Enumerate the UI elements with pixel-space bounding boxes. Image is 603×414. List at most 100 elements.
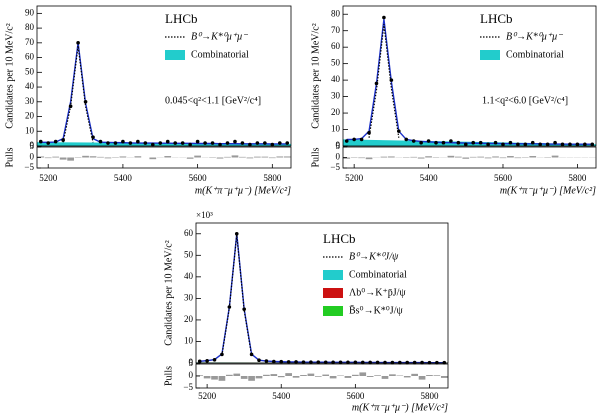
- pull-bar: [514, 157, 522, 159]
- legend-title: LHCb: [480, 11, 513, 26]
- pull-bar: [97, 156, 104, 158]
- x-tick-label: 5800: [420, 391, 439, 401]
- data-point: [143, 141, 148, 145]
- pull-bar: [344, 376, 352, 378]
- y-tick-label: 40: [184, 271, 194, 281]
- data-point: [158, 141, 163, 145]
- pull-bar: [277, 376, 285, 378]
- data-point: [61, 138, 65, 142]
- y-tick-label: 60: [25, 52, 35, 62]
- pull-bar: [37, 156, 45, 158]
- pull-bar: [352, 374, 359, 376]
- y-tick-label: 70: [331, 25, 341, 35]
- pull-bar: [194, 155, 201, 158]
- pull-bar: [233, 373, 241, 376]
- pull-bar: [119, 156, 127, 158]
- pull-tick-label: 5: [189, 358, 194, 368]
- data-point: [405, 360, 410, 365]
- pull-bar: [239, 156, 246, 158]
- legend-swatch: [323, 306, 343, 316]
- data-point: [456, 140, 461, 145]
- pull-bar: [447, 155, 455, 158]
- pull-bar: [307, 373, 315, 376]
- pull-tick-label: 0: [30, 152, 35, 162]
- y-tick-label: 70: [25, 37, 35, 47]
- data-point: [165, 139, 170, 144]
- data-point: [463, 142, 468, 147]
- plot-frame: [342, 5, 597, 147]
- x-tick-label: 5600: [346, 391, 365, 401]
- legend-label: Combinatorial: [191, 49, 249, 60]
- pull-bar: [276, 156, 284, 158]
- data-point: [197, 359, 202, 364]
- pull-axis-title: Pulls: [163, 366, 174, 386]
- data-point: [203, 141, 207, 145]
- data-point: [272, 359, 276, 364]
- data-point: [220, 352, 224, 357]
- pull-bar: [226, 374, 233, 376]
- data-point: [449, 139, 453, 143]
- legend-swatch: [323, 270, 343, 280]
- data-point: [173, 141, 178, 145]
- y-axis-title: Candidates per 10 MeV/c²: [310, 23, 321, 128]
- y-tick-label: 0: [30, 140, 35, 150]
- pull-bar: [389, 374, 396, 376]
- legend-label: B⁰→K*⁰J/ψ: [349, 251, 399, 262]
- data-point: [106, 141, 110, 145]
- signal-curve: [368, 24, 400, 138]
- data-point: [264, 359, 269, 363]
- y-tick-label: 30: [331, 91, 341, 101]
- pull-bar: [403, 376, 411, 378]
- y-tick-label: 0: [189, 357, 194, 367]
- pull-bar: [492, 156, 499, 158]
- legend-label: B̄s⁰→K*⁰J/ψ: [349, 304, 403, 316]
- data-point: [98, 139, 103, 144]
- y-tick-label: 10: [25, 125, 35, 135]
- data-point: [523, 142, 528, 147]
- pull-bar: [224, 156, 231, 158]
- data-point: [501, 142, 505, 147]
- x-tick-label: 5200: [39, 173, 58, 183]
- pull-bar: [322, 374, 330, 376]
- pull-bar: [529, 156, 537, 158]
- data-point: [553, 140, 557, 145]
- data-point: [205, 359, 209, 363]
- data-point: [263, 141, 267, 145]
- y-tick-label: 30: [184, 292, 194, 302]
- y-tick-label: 50: [331, 58, 341, 68]
- data-point: [471, 140, 476, 145]
- x-tick-label: 5200: [345, 173, 364, 183]
- pull-bar: [89, 156, 97, 158]
- data-point: [53, 139, 58, 144]
- data-point: [38, 139, 43, 144]
- data-point: [389, 78, 394, 82]
- data-point: [426, 139, 431, 143]
- data-point: [150, 142, 155, 147]
- data-point: [233, 139, 237, 144]
- pull-bar: [149, 157, 157, 160]
- data-point: [68, 104, 73, 109]
- data-point: [575, 142, 580, 147]
- data-point: [83, 99, 88, 104]
- pull-bar: [216, 157, 224, 159]
- pull-bar: [246, 157, 254, 159]
- legend-title: LHCb: [323, 231, 356, 246]
- data-point: [583, 142, 587, 147]
- pull-bar: [551, 155, 559, 158]
- x-tick-label: 5800: [568, 173, 587, 183]
- pull-bar: [366, 376, 374, 377]
- pull-bar: [343, 157, 351, 159]
- y-tick-label: 20: [25, 111, 35, 121]
- fit-curve: [199, 233, 445, 364]
- pull-bar: [477, 156, 485, 158]
- data-point: [374, 81, 379, 86]
- y-tick-label: 90: [25, 7, 35, 17]
- data-point: [248, 142, 252, 147]
- data-point: [257, 358, 261, 363]
- pull-bar: [507, 156, 514, 158]
- pull-axis-title: Pulls: [310, 147, 321, 167]
- data-point: [545, 142, 550, 147]
- pull-bar: [462, 157, 470, 159]
- data-point: [538, 142, 542, 147]
